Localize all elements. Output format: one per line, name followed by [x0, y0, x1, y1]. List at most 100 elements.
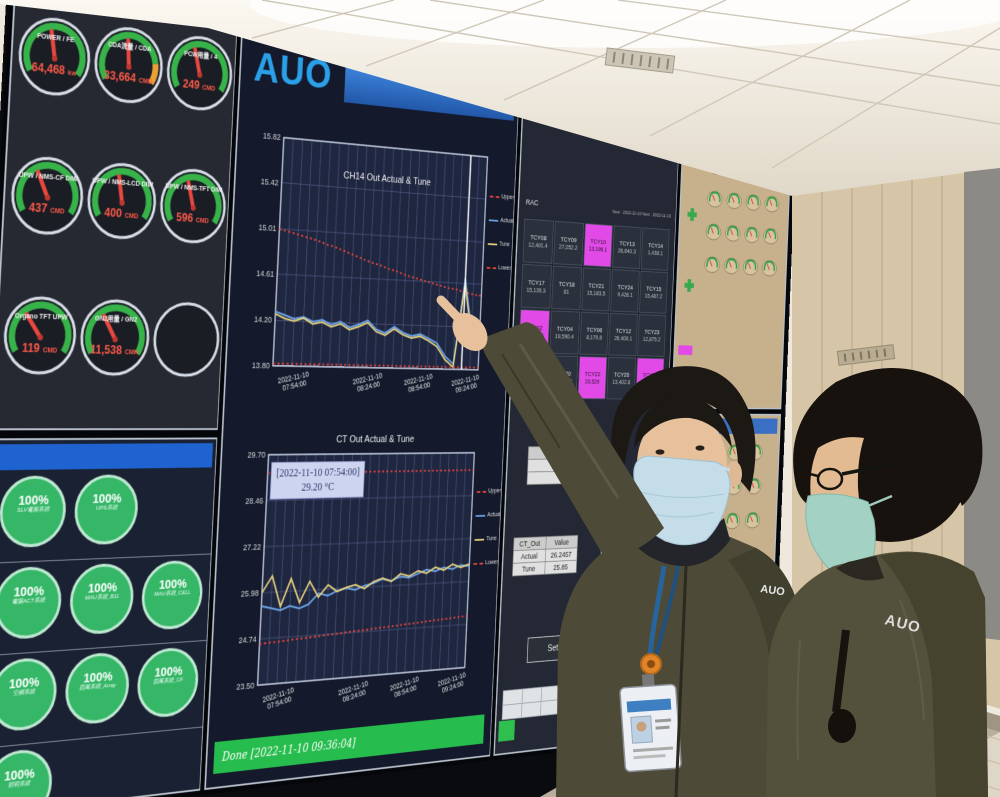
- legend-label: Tune: [499, 241, 510, 248]
- status-bar-chip: [707, 603, 713, 618]
- health-indicator: 100% 照明系統: [0, 746, 54, 797]
- chart-ct: [258, 453, 475, 685]
- y-axis-tick: 23.50: [236, 680, 255, 692]
- cell-value: 19,590.4: [554, 332, 574, 341]
- status-bar-chip: [742, 630, 747, 645]
- glasses-icon: [809, 462, 893, 491]
- table-cell: TCY09 27,052.2: [553, 220, 584, 266]
- trend-charts-screen: AUO Done [2022-11-10 09:36:04] CH14 Out …: [204, 31, 522, 791]
- health-indicator: 100% 回風系統_CF: [135, 646, 200, 720]
- floor-bright-corner: [880, 732, 1000, 797]
- cell-value: 1,438.1: [647, 248, 663, 257]
- health-indicator: 100% 電盤ACT系統: [0, 565, 63, 641]
- y-axis-tick: 25.98: [240, 588, 260, 599]
- cell-value: 28,440.6: [524, 331, 544, 340]
- health-indicator: 100% MAU系統_B11: [68, 562, 136, 636]
- gauge-value-number: 11,538: [89, 342, 123, 357]
- person-2-lanyard: [832, 629, 850, 713]
- legend-item: Upper fence: [489, 193, 521, 202]
- health-label: SLV電盤系統: [16, 507, 50, 514]
- header-blue-strip: [343, 64, 516, 121]
- x-axis-tick: 2022-11-10 08:24:00: [352, 371, 383, 394]
- rac-tables-screen: RAC Now : 2022-11-10 Next : 2022-11-10 T…: [493, 68, 683, 756]
- cell-value: 13,146.8: [522, 376, 542, 385]
- floor-shadow: [792, 652, 1000, 732]
- person-2-mask: [805, 493, 876, 581]
- plus-icon: [690, 137, 700, 151]
- status-bar-chip: [753, 629, 759, 644]
- x-axis-tick: 2022-11-10 07:54:00: [262, 685, 295, 712]
- health-screen-header: [0, 443, 213, 471]
- y-axis-tick: 13.80: [251, 360, 270, 371]
- jacket-folds: [796, 599, 925, 761]
- gauge: UPW / NMS-CF DIW 437 CMD: [4, 147, 87, 287]
- x-axis-tick: 2022-11-10 07:54:00: [277, 370, 310, 393]
- status-bar-chip: [681, 635, 687, 650]
- mini-grid-table: [502, 685, 561, 720]
- table-header: CT: [601, 533, 624, 547]
- person-2-hair-back: [810, 390, 970, 542]
- gauge-value: 11,538 CMH: [82, 342, 147, 357]
- y-axis-tick: 14.20: [253, 315, 273, 325]
- cell-value: 12,875.2: [642, 335, 661, 344]
- cell-value: 81: [563, 287, 570, 296]
- person-2-hair: [793, 367, 983, 508]
- status-bar-chip: [732, 572, 738, 587]
- health-indicator: 100% 回風系統_Array: [63, 650, 131, 727]
- y-axis-tick: 15.82: [262, 131, 281, 142]
- equipment-gauge-grid: [669, 432, 777, 651]
- x-axis-tick: 2022-11-10 08:54:00: [403, 372, 433, 395]
- y-axis-tick: 15.01: [258, 222, 277, 234]
- auo-logo: AUO: [252, 44, 334, 99]
- mau-equipment-screen: 外氣空調箱: [671, 88, 794, 410]
- gauge-unit: CMD: [50, 207, 65, 216]
- table-cell: TCY23 12,875.2: [637, 314, 667, 357]
- table-cell: 30.1: [622, 544, 645, 558]
- legend-swatch: [488, 218, 499, 222]
- y-axis-tick: 27.22: [242, 542, 262, 553]
- gauge-unit: CMD: [42, 347, 58, 355]
- health-indicator: 100% 空調系統: [0, 656, 59, 734]
- table-row: TCY02 28,440.6 TCY04 19,590.4 TCY06 8,179.8 TC…: [518, 308, 667, 357]
- table-cell: TCY28 6,973.9: [635, 357, 665, 400]
- legend-swatch: [487, 242, 498, 246]
- freq-table: CT K Freq 30.1: [600, 532, 645, 559]
- gauge: PCW用量 / 4 249 CMD: [160, 26, 236, 162]
- jacket-logo: AUO: [883, 611, 922, 636]
- table-row: TCY08 12,401.4 TCY09 27,052.2 TCY10 13,196.1 T…: [522, 218, 670, 272]
- status-bar-chip: [696, 574, 702, 589]
- ct-table: CT Actual Tune: [526, 446, 617, 485]
- person-2-body: [766, 551, 988, 797]
- legend-swatch: [474, 538, 485, 541]
- y-axis-tick: 14.61: [256, 268, 275, 279]
- table-cell: TCY21 15,183.5: [581, 267, 612, 312]
- gauge-value-number: 249: [182, 76, 200, 92]
- person-2-body-shade: [880, 552, 988, 797]
- table-cell: TCY20 13,967.9: [547, 355, 578, 399]
- status-bar-chip: [694, 634, 699, 649]
- status-bar-chip: [706, 633, 711, 648]
- chart-title: CT Out Actual & Tune: [336, 434, 415, 446]
- legend-item: Actual: [488, 217, 513, 225]
- setting-button[interactable]: Setting: [526, 632, 590, 664]
- status-bar-chip: [695, 604, 700, 619]
- table-cell: TCY18 81: [551, 265, 582, 311]
- cell-value: 8,179.8: [586, 333, 603, 342]
- table-cell: Tune: [512, 561, 545, 577]
- ct-out-table: CT_Out Value Actual 26.2457 Tune 25.85: [512, 535, 578, 577]
- health-indicator: 100% SLV電盤系統: [0, 475, 68, 549]
- rac-table-title: RAC: [525, 197, 539, 208]
- legend-item: Actual: [475, 512, 501, 519]
- legend-swatch: [486, 266, 497, 269]
- wall-vent: [836, 344, 896, 366]
- x-axis-tick: 2022-11-10 09:24:00: [437, 670, 467, 695]
- person-2-collar: [836, 556, 884, 581]
- table-cell: TCY15 15,487.2: [639, 270, 668, 314]
- rac-table: TCY08 12,401.4 TCY09 27,052.2 TCY10 13,196.1 T…: [516, 218, 670, 401]
- status-bar-chip: [720, 572, 726, 588]
- x-axis-tick: 2022-11-10 08:54:00: [389, 674, 420, 700]
- cell-value: 15,487.2: [644, 291, 663, 300]
- row-separator: [0, 726, 203, 750]
- status-bar-chip: [682, 604, 688, 620]
- status-bar-chip: [756, 570, 761, 585]
